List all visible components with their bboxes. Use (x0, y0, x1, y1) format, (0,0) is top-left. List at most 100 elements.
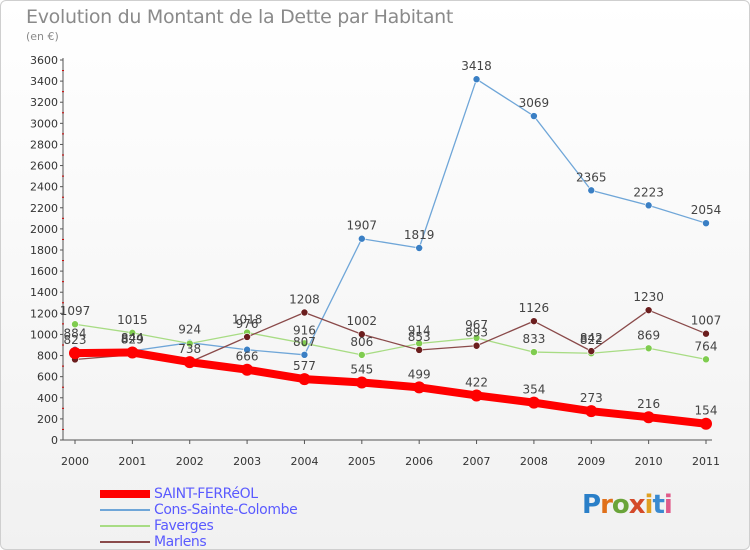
data-label: 967 (465, 318, 488, 332)
data-label: 764 (695, 339, 718, 353)
x-tick-label: 2007 (463, 455, 491, 468)
y-tick-label: 800 (37, 350, 58, 363)
data-point (587, 186, 596, 195)
y-tick-label: 3400 (30, 75, 58, 88)
data-label: 829 (121, 332, 144, 346)
y-tick-label: 2600 (30, 160, 58, 173)
legend-item: SAINT-FERRéOL (100, 486, 297, 502)
data-label: 914 (408, 324, 431, 338)
data-point (644, 306, 653, 314)
data-label: 216 (637, 397, 660, 411)
data-label: 1208 (289, 292, 320, 306)
data-point (300, 339, 309, 348)
logo-letter: P (582, 490, 601, 520)
data-point (527, 396, 540, 409)
proxiti-logo: Proxiti (582, 490, 673, 520)
data-label: 3069 (519, 96, 550, 110)
data-label: 1230 (633, 290, 664, 304)
legend-item: Marlens (100, 534, 297, 550)
legend-swatch (100, 490, 150, 498)
chart-title: Evolution du Montant de la Dette par Hab… (26, 6, 454, 28)
data-label: 884 (64, 327, 87, 341)
x-tick-label: 2011 (692, 455, 720, 468)
logo-letter: i (663, 490, 673, 520)
data-point (71, 320, 79, 329)
data-label: 869 (637, 328, 660, 342)
data-point (300, 308, 309, 317)
y-tick-label: 400 (37, 392, 58, 405)
legend-label: Marlens (154, 534, 207, 550)
x-tick-label: 2000 (61, 455, 89, 468)
data-point (243, 333, 251, 341)
legend-label: Cons-Sainte-Colombe (154, 502, 298, 518)
series-line (74, 323, 707, 361)
legend-swatch (100, 525, 150, 527)
data-point (530, 348, 538, 356)
data-point (530, 112, 538, 120)
data-point (413, 381, 426, 394)
data-point (415, 346, 423, 354)
data-label: 666 (236, 350, 259, 364)
data-label: 844 (121, 331, 144, 345)
unit-label: (en €) (26, 30, 59, 43)
x-tick-label: 2010 (635, 455, 663, 468)
y-tick-label: 0 (51, 434, 58, 447)
data-point (126, 346, 139, 359)
data-point (472, 341, 481, 350)
data-label: 2054 (691, 203, 722, 217)
y-tick-label: 1600 (30, 265, 58, 278)
data-label: 499 (408, 367, 431, 381)
y-tick-label: 1200 (30, 307, 58, 320)
data-label: 1907 (347, 219, 378, 233)
data-point (472, 75, 481, 84)
data-point (585, 405, 598, 418)
data-label: 806 (350, 335, 373, 349)
data-point (702, 219, 710, 227)
data-label: 829 (121, 332, 144, 346)
data-label: 154 (695, 404, 718, 418)
x-tick-label: 2002 (176, 455, 204, 468)
data-label: 893 (465, 326, 488, 340)
data-label: 1819 (404, 228, 435, 242)
data-label: 822 (580, 333, 603, 347)
data-point (530, 317, 538, 325)
data-point (358, 234, 366, 243)
legend-label: Faverges (154, 518, 214, 534)
data-label: 976 (236, 317, 259, 331)
series-line (74, 309, 707, 363)
y-tick-label: 600 (37, 371, 58, 384)
data-point (243, 345, 251, 354)
data-label: 273 (580, 391, 603, 405)
data-point (358, 330, 366, 339)
y-tick-label: 3000 (30, 117, 58, 130)
data-point (185, 339, 194, 348)
data-label: 1002 (347, 314, 378, 328)
data-label: 1015 (117, 313, 148, 327)
data-label: 916 (293, 323, 316, 337)
data-label: 2365 (576, 170, 607, 184)
data-label: 422 (465, 375, 488, 389)
y-tick-label: 200 (37, 413, 58, 426)
data-label: 1097 (60, 304, 91, 318)
y-tick-label: 2200 (30, 202, 58, 215)
data-point (702, 355, 710, 364)
x-tick-label: 2001 (118, 455, 146, 468)
data-point (644, 201, 653, 210)
data-point (241, 363, 254, 376)
legend: SAINT-FERRéOL Cons-Sainte-Colombe Faverg… (100, 486, 298, 550)
x-tick-label: 2008 (520, 455, 548, 468)
y-tick-label: 1400 (30, 286, 58, 299)
x-tick-label: 2004 (290, 455, 318, 468)
data-point (69, 347, 81, 360)
logo-letter: r (600, 490, 613, 520)
data-label: 924 (178, 322, 201, 336)
data-point (472, 334, 481, 342)
data-label: 354 (522, 383, 545, 397)
y-tick-label: 2000 (30, 223, 58, 236)
data-point (470, 389, 483, 402)
y-tick-label: 1000 (30, 328, 58, 341)
data-label: 842 (580, 331, 603, 345)
data-label: 1007 (691, 314, 722, 328)
